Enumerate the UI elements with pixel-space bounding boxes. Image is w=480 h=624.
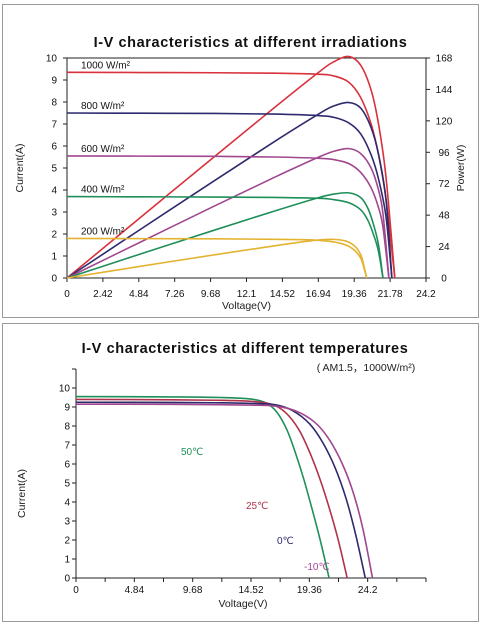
series-label: 800 W/m²: [81, 101, 125, 112]
irradiation-chart-panel: I-V characteristics at different irradia…: [2, 4, 479, 318]
y-tick-label: 7: [64, 441, 70, 452]
x-axis-label: Voltage(V): [222, 300, 271, 312]
iv-curve-series-1: [75, 395, 330, 579]
iv-curve-series-2: [66, 112, 393, 279]
x-tick-label: 9.68: [183, 585, 203, 596]
y-tick-label: 1: [51, 252, 57, 263]
x-tick-label: 19.36: [297, 585, 322, 596]
y-tick-label: 6: [51, 142, 57, 153]
power-curve-series-5: [66, 238, 368, 279]
y-tick-label: 10: [46, 54, 58, 65]
chart-title: I-V characteristics at different irradia…: [94, 35, 408, 51]
y-tick-label: 9: [51, 76, 57, 87]
iv-curve-series-4: [66, 195, 384, 279]
y-tick-label: 3: [64, 517, 70, 528]
series-label: 600 W/m²: [81, 144, 125, 155]
temperature-chart-panel: I-V characteristics at different tempera…: [2, 323, 479, 622]
y2-tick-label: 48: [438, 211, 450, 222]
series-label: -10℃: [304, 562, 330, 573]
series-label: 1000 W/m²: [81, 60, 131, 71]
x-tick-label: 9.68: [201, 289, 221, 300]
y-tick-label: 2: [51, 230, 57, 241]
y-tick-label: 0: [51, 274, 57, 285]
series-label: 200 W/m²: [81, 226, 125, 237]
power-curve-series-3: [66, 147, 390, 279]
x-tick-label: 2.42: [93, 289, 113, 300]
y-tick-label: 8: [51, 98, 57, 109]
y2-tick-label: 24: [438, 242, 450, 253]
x-tick-label: 16.94: [306, 289, 331, 300]
temperature-chart: I-V characteristics at different tempera…: [16, 341, 427, 610]
y2-tick-label: 96: [438, 148, 450, 159]
x-tick-label: 24.2: [358, 585, 378, 596]
y-tick-label: 10: [59, 384, 71, 395]
iv-curve-series-3: [75, 401, 367, 579]
series-label: 0℃: [277, 536, 294, 547]
y2-tick-label: 120: [436, 116, 453, 127]
y-tick-label: 9: [64, 403, 70, 414]
x-tick-label: 21.78: [378, 289, 403, 300]
y-axis-label: Current(A): [14, 143, 26, 192]
y-tick-label: 4: [51, 186, 57, 197]
y-tick-label: 6: [64, 460, 70, 471]
iv-curve-series-2: [75, 398, 348, 579]
y2-tick-label: 0: [441, 274, 447, 285]
y-axis-label: Current(A): [16, 469, 28, 518]
x-tick-label: 14.52: [238, 585, 263, 596]
series-label: 25℃: [246, 501, 268, 512]
y-tick-label: 5: [64, 479, 70, 490]
chart-subtitle: ( AM1.5，1000W/m²): [317, 362, 416, 374]
power-curve-series-4: [66, 191, 384, 279]
x-tick-label: 24.2: [416, 289, 436, 300]
y2-tick-label: 144: [436, 85, 453, 96]
y-tick-label: 5: [51, 164, 57, 175]
irradiation-chart: I-V characteristics at different irradia…: [14, 35, 467, 312]
x-tick-label: 0: [73, 585, 79, 596]
y-tick-label: 7: [51, 120, 57, 131]
power-curve-series-1: [66, 55, 396, 279]
iv-curve-series-5: [66, 237, 368, 279]
series-label: 50℃: [181, 447, 203, 458]
y-tick-label: 2: [64, 536, 70, 547]
x-tick-label: 0: [64, 289, 70, 300]
x-tick-label: 19.36: [342, 289, 367, 300]
y-tick-label: 1: [64, 555, 70, 566]
x-tick-label: 14.52: [270, 289, 295, 300]
chart-title: I-V characteristics at different tempera…: [82, 341, 409, 357]
iv-curve-series-4: [75, 403, 374, 579]
x-tick-label: 4.84: [129, 289, 149, 300]
y2-tick-label: 72: [438, 179, 450, 190]
x-axis-label: Voltage(V): [218, 598, 267, 610]
y-tick-label: 0: [64, 574, 70, 585]
y2-axis-label: Power(W): [455, 145, 467, 192]
series-label: 400 W/m²: [81, 185, 125, 196]
y-tick-label: 3: [51, 208, 57, 219]
iv-curve-series-3: [66, 155, 390, 279]
y-tick-label: 4: [64, 498, 70, 509]
x-tick-label: 4.84: [125, 585, 145, 596]
x-tick-label: 12.1: [237, 289, 257, 300]
x-tick-label: 7.26: [165, 289, 185, 300]
y2-tick-label: 168: [436, 54, 453, 65]
y-tick-label: 8: [64, 422, 70, 433]
